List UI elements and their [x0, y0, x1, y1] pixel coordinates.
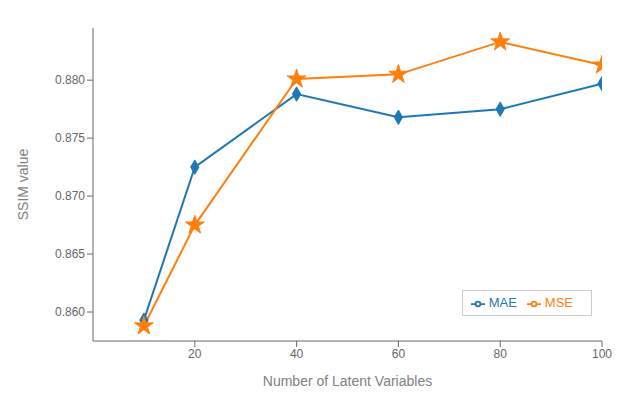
svg-text:40: 40: [290, 347, 304, 361]
svg-text:0.865: 0.865: [55, 247, 85, 261]
svg-text:0.880: 0.880: [55, 73, 85, 87]
svg-text:Number of Latent Variables: Number of Latent Variables: [263, 373, 432, 389]
svg-text:60: 60: [392, 347, 406, 361]
html-text:MAE: MAE: [488, 295, 517, 311]
svg-text:0.870: 0.870: [55, 189, 85, 203]
svg-text:0.875: 0.875: [55, 131, 85, 145]
svg-text:100: 100: [592, 347, 612, 361]
svg-text:20: 20: [188, 347, 202, 361]
svg-text:80: 80: [494, 347, 508, 361]
svg-text:0.860: 0.860: [55, 305, 85, 319]
svg-text:SSIM value: SSIM value: [15, 148, 31, 220]
html-text:MSE: MSE: [544, 295, 573, 311]
